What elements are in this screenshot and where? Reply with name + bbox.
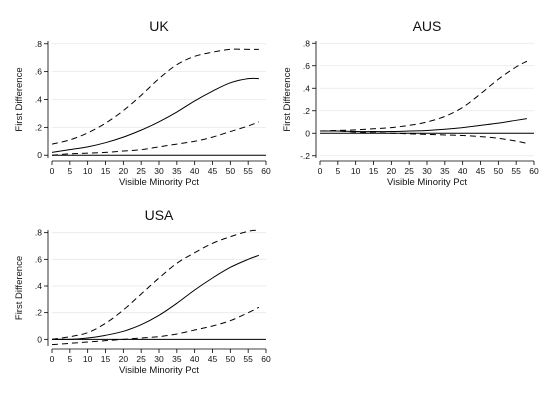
x-tick-label: 50 xyxy=(226,354,236,364)
estimate-line xyxy=(51,77,259,153)
y-axis-label: First Difference xyxy=(282,67,293,131)
x-axis-label: Visible Minority Pct xyxy=(119,365,199,376)
x-tick-label: 40 xyxy=(190,354,200,364)
x-tick-label: 10 xyxy=(83,166,93,176)
x-tick-label: 55 xyxy=(243,166,253,176)
x-tick-label: 40 xyxy=(458,166,468,176)
x-tick-label: 25 xyxy=(136,354,146,364)
y-tick-label: .8 xyxy=(303,38,310,48)
y-axis-label: First Difference xyxy=(14,67,25,131)
y-tick-label: .6 xyxy=(35,254,42,264)
x-tick-label: 55 xyxy=(243,354,253,364)
x-tick-label: 20 xyxy=(387,166,397,176)
x-tick-label: 20 xyxy=(119,166,129,176)
x-tick-label: 35 xyxy=(440,166,450,176)
x-tick-label: 30 xyxy=(154,166,164,176)
x-tick-label: 5 xyxy=(335,166,340,176)
lower-bound-line xyxy=(51,121,260,156)
y-tick-label: .2 xyxy=(35,308,42,318)
x-tick-label: 10 xyxy=(351,166,361,176)
x-tick-label: 45 xyxy=(476,166,486,176)
y-tick-label: .4 xyxy=(35,95,42,105)
x-tick-label: 15 xyxy=(101,354,111,364)
x-tick-label: 50 xyxy=(226,166,236,176)
x-tick-label: 60 xyxy=(529,166,539,176)
estimate-line xyxy=(319,118,527,133)
x-tick-label: 25 xyxy=(404,166,414,176)
x-tick-label: 55 xyxy=(511,166,521,176)
panel-title: AUS xyxy=(413,18,442,34)
y-tick-label: .4 xyxy=(303,83,310,93)
x-tick-label: 15 xyxy=(101,166,111,176)
y-tick-label: .8 xyxy=(35,39,42,49)
panel-title: USA xyxy=(145,207,174,223)
y-tick-label: .2 xyxy=(35,122,42,132)
x-tick-label: 45 xyxy=(208,166,218,176)
x-tick-label: 30 xyxy=(154,354,164,364)
x-tick-label: 0 xyxy=(50,166,55,176)
lower-bound-line xyxy=(319,130,527,144)
lower-bound-line xyxy=(51,306,260,346)
panel-usa: USA 0 .2 .4 .6 .8 0 5 10 15 20 25 30 35 40 45 50 55 60 Visi… xyxy=(14,207,271,376)
x-axis-label: Visible Minority Pct xyxy=(387,177,467,188)
x-tick-label: 20 xyxy=(119,354,129,364)
x-tick-label: 5 xyxy=(67,166,72,176)
x-tick-label: 60 xyxy=(261,354,271,364)
x-tick-label: 35 xyxy=(172,166,182,176)
y-tick-label: .4 xyxy=(35,281,42,291)
upper-bound-line xyxy=(319,60,528,132)
x-tick-label: 60 xyxy=(261,166,271,176)
panel-uk: UK 0 .2 .4 .6 .8 0 5 10 15 20 25 30 35 40 45 50 55 60 Visib… xyxy=(14,18,271,188)
x-tick-label: 10 xyxy=(83,354,93,364)
x-tick-label: 0 xyxy=(318,166,323,176)
x-tick-label: 0 xyxy=(50,354,55,364)
x-tick-label: 50 xyxy=(494,166,504,176)
y-tick-label: 0 xyxy=(37,334,42,344)
x-tick-label: 45 xyxy=(208,354,218,364)
upper-bound-line xyxy=(51,48,259,145)
y-tick-label: .6 xyxy=(303,61,310,71)
y-tick-label: .8 xyxy=(35,228,42,238)
x-tick-label: 15 xyxy=(369,166,379,176)
x-tick-label: 30 xyxy=(422,166,432,176)
estimate-line xyxy=(51,254,260,340)
panel-title: UK xyxy=(149,18,169,34)
x-tick-label: 40 xyxy=(190,166,200,176)
y-tick-label: .6 xyxy=(35,67,42,77)
y-tick-label: 0 xyxy=(305,128,310,138)
x-tick-label: 35 xyxy=(172,354,182,364)
y-axis-label: First Difference xyxy=(14,256,25,320)
panel-aus: AUS -.2 0 .2 .4 .6 .8 0 5 10 15 20 25 30 35 40 45 50 55 60 V… xyxy=(282,18,539,188)
upper-bound-line xyxy=(51,229,259,340)
x-axis-label: Visible Minority Pct xyxy=(119,177,199,188)
y-tick-label: 0 xyxy=(37,150,42,160)
y-tick-label: .2 xyxy=(303,106,310,116)
x-tick-label: 5 xyxy=(67,354,72,364)
x-tick-label: 25 xyxy=(136,166,146,176)
y-tick-label: -.2 xyxy=(300,151,310,161)
